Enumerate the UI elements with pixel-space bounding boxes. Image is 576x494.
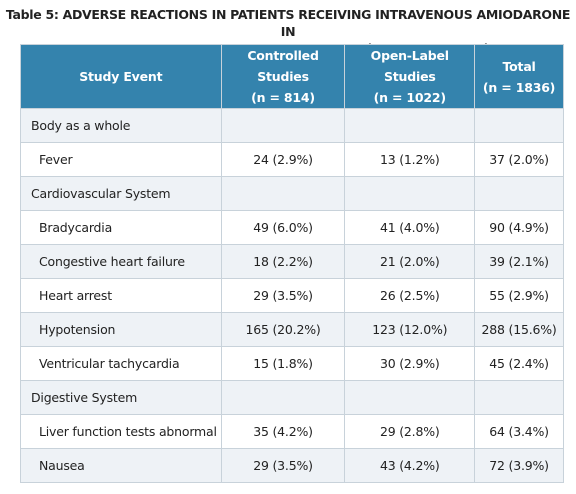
count-cell: 39 (2.1%): [474, 244, 564, 279]
header-line: Study Event: [79, 69, 163, 84]
count-cell: 165 (20.2%): [220, 312, 346, 347]
count-cell: 18 (2.2%): [220, 244, 346, 279]
count-cell: 26 (2.5%): [344, 278, 476, 313]
header-cell: Controlled Studies (n = 814): [220, 44, 346, 109]
count-cell: 55 (2.9%): [474, 278, 564, 313]
event-label: Liver function tests abnormal: [20, 414, 222, 449]
data-row: Fever 24 (2.9%) 13 (1.2%) 37 (2.0%): [20, 142, 564, 177]
header-line: Controlled Studies: [247, 48, 319, 84]
count-cell: 24 (2.9%): [220, 142, 346, 177]
count-cell: 288 (15.6%): [474, 312, 564, 347]
table: Study Event Controlled Studies (n = 814) Op…: [20, 44, 564, 483]
header-line: Open-Label Studies: [370, 48, 449, 84]
empty-cell: [220, 108, 346, 143]
empty-cell: [220, 176, 346, 211]
count-cell: 30 (2.9%): [344, 346, 476, 381]
empty-cell: [344, 108, 476, 143]
empty-cell: [474, 380, 564, 415]
section-label: Body as a whole: [20, 108, 222, 143]
event-label: Nausea: [20, 448, 222, 483]
count-cell: 13 (1.2%): [344, 142, 476, 177]
count-cell: 64 (3.4%): [474, 414, 564, 449]
section-label: Digestive System: [20, 380, 222, 415]
count-cell: 41 (4.0%): [344, 210, 476, 245]
section-row: Body as a whole: [20, 108, 564, 143]
event-label: Bradycardia: [20, 210, 222, 245]
empty-cell: [220, 380, 346, 415]
count-cell: 21 (2.0%): [344, 244, 476, 279]
data-row: Liver function tests abnormal 35 (4.2%) 29…: [20, 414, 564, 449]
count-cell: 72 (3.9%): [474, 448, 564, 483]
header-line: Total: [502, 58, 536, 74]
data-row: Congestive heart failure 18 (2.2%) 21 (2.0…: [20, 244, 564, 279]
empty-cell: [344, 176, 476, 211]
table-title: Table 5: ADVERSE REACTIONS IN PATIENTS R…: [0, 0, 576, 56]
count-cell: 37 (2.0%): [474, 142, 564, 177]
data-row: Ventricular tachycardia 15 (1.8%) 30 (2.9%…: [20, 346, 564, 381]
header-cell: Open-Label Studies (n = 1022): [344, 44, 476, 109]
empty-cell: [344, 380, 476, 415]
count-cell: 29 (2.8%): [344, 414, 476, 449]
data-row: Nausea 29 (3.5%) 43 (4.2%) 72 (3.9%): [20, 448, 564, 483]
header-line: (n = 1022): [373, 90, 446, 105]
data-row: Heart arrest 29 (3.5%) 26 (2.5%) 55 (2.9%): [20, 278, 564, 313]
count-cell: 29 (3.5%): [220, 278, 346, 313]
count-cell: 35 (4.2%): [220, 414, 346, 449]
data-row: Bradycardia 49 (6.0%) 41 (4.0%) 90 (4.9%): [20, 210, 564, 245]
header-line: (n = 1836): [482, 79, 556, 95]
section-row: Cardiovascular System: [20, 176, 564, 211]
event-label: Congestive heart failure: [20, 244, 222, 279]
count-cell: 29 (3.5%): [220, 448, 346, 483]
section-row: Digestive System: [20, 380, 564, 415]
header-row: Study Event Controlled Studies (n = 814) Op…: [20, 44, 564, 109]
empty-cell: [474, 108, 564, 143]
count-cell: 49 (6.0%): [220, 210, 346, 245]
event-label: Heart arrest: [20, 278, 222, 313]
header-cell: Total (n = 1836): [474, 44, 564, 109]
data-row: Hypotension 165 (20.2%) 123 (12.0%) 288 (15…: [20, 312, 564, 347]
title-line: Table 5: ADVERSE REACTIONS IN PATIENTS R…: [5, 7, 571, 39]
section-label: Cardiovascular System: [20, 176, 222, 211]
event-label: Hypotension: [20, 312, 222, 347]
empty-cell: [474, 176, 564, 211]
event-label: Ventricular tachycardia: [20, 346, 222, 381]
count-cell: 90 (4.9%): [474, 210, 564, 245]
header-line: (n = 814): [251, 90, 315, 105]
count-cell: 123 (12.0%): [344, 312, 476, 347]
count-cell: 15 (1.8%): [220, 346, 346, 381]
header-cell: Study Event: [20, 44, 222, 109]
count-cell: 43 (4.2%): [344, 448, 476, 483]
event-label: Fever: [20, 142, 222, 177]
count-cell: 45 (2.4%): [474, 346, 564, 381]
